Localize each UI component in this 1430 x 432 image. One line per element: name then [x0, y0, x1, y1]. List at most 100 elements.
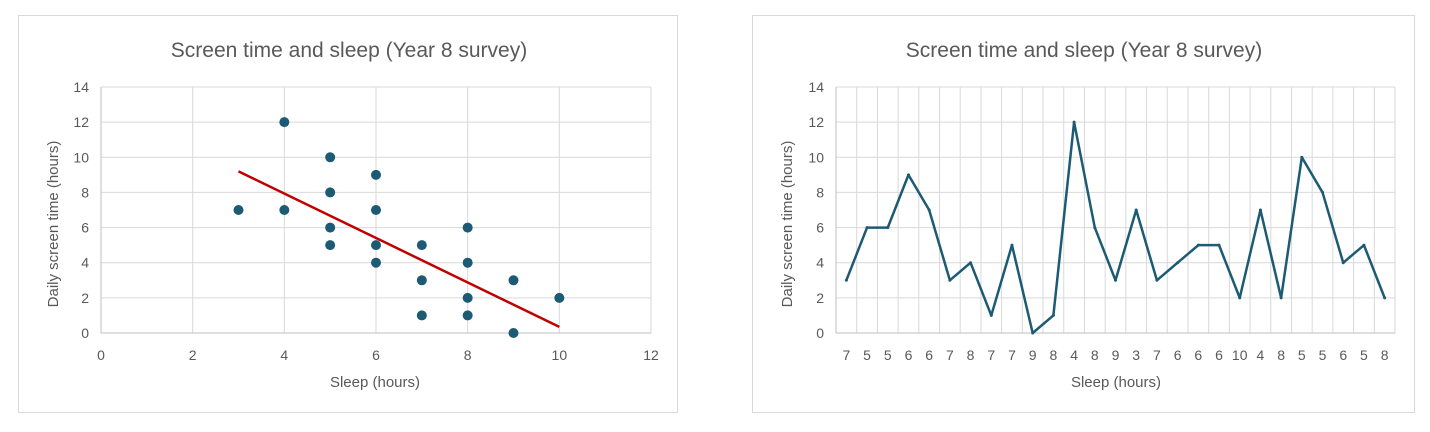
x-tick-label: 6 [372, 347, 380, 363]
x-tick-label: 0 [97, 347, 105, 363]
data-point [462, 257, 473, 268]
y-tick-label: 0 [81, 325, 89, 341]
x-tick-label: 6 [905, 347, 913, 363]
data-point [1072, 120, 1076, 124]
data-point [416, 240, 427, 251]
data-point [1341, 261, 1345, 265]
data-point [906, 173, 910, 177]
x-tick-label: 6 [1215, 347, 1223, 363]
x-tick-label: 4 [280, 347, 288, 363]
data-point [1362, 243, 1366, 247]
x-tick-label: 7 [946, 347, 954, 363]
y-tick-label: 2 [816, 290, 824, 306]
y-tick-label: 12 [73, 114, 89, 130]
data-point [1051, 313, 1055, 317]
data-point [325, 240, 336, 251]
data-point [371, 240, 381, 251]
data-point [371, 257, 381, 268]
data-point [844, 278, 848, 282]
data-point [1093, 226, 1097, 230]
y-tick-label: 10 [73, 149, 89, 165]
x-tick-label: 6 [1174, 347, 1182, 363]
x-tick-label: 5 [1298, 347, 1306, 363]
x-tick-label: 5 [1319, 347, 1327, 363]
data-point [462, 222, 473, 233]
trendline [237, 170, 560, 328]
data-point [1383, 296, 1387, 300]
x-tick-label: 2 [189, 347, 197, 363]
data-point [1300, 155, 1304, 159]
data-point [325, 187, 336, 198]
x-tick-label: 9 [1112, 347, 1120, 363]
data-point [508, 275, 519, 286]
data-point [1176, 261, 1180, 265]
data-point [1010, 243, 1014, 247]
y-axis-title: Daily screen time (hours) [779, 141, 796, 308]
x-axis-title: Sleep (hours) [330, 374, 420, 391]
line-chart: Screen time and sleep (Year 8 survey) Sl… [779, 39, 1396, 391]
data-point [554, 292, 565, 303]
x-tick-label: 12 [643, 347, 659, 363]
y-tick-label: 14 [73, 79, 89, 95]
x-tick-label: 8 [1277, 347, 1285, 363]
data-point [969, 261, 973, 265]
x-tick-label: 4 [1070, 347, 1078, 363]
y-tick-label: 6 [81, 220, 89, 236]
x-tick-label: 6 [1194, 347, 1202, 363]
chart-title: Screen time and sleep (Year 8 survey) [171, 39, 527, 62]
y-tick-label: 4 [816, 255, 824, 271]
data-point [1279, 296, 1283, 300]
x-tick-label: 5 [863, 347, 871, 363]
x-tick-label: 6 [925, 347, 933, 363]
y-tick-label: 2 [81, 290, 89, 306]
x-tick-label: 10 [1232, 347, 1248, 363]
x-tick-label: 9 [1029, 347, 1037, 363]
x-tick-label: 8 [464, 347, 472, 363]
x-tick-label: 8 [967, 347, 975, 363]
data-point [279, 205, 290, 215]
data-point [1321, 190, 1325, 194]
line-chart-panel: Screen time and sleep (Year 8 survey) Sl… [752, 15, 1415, 413]
y-tick-label: 8 [816, 184, 824, 200]
scatter-chart: Screen time and sleep (Year 8 survey) Sl… [45, 39, 659, 391]
y-tick-label: 6 [816, 220, 824, 236]
x-tick-label: 10 [552, 347, 568, 363]
data-point [462, 310, 473, 321]
x-tick-label: 7 [987, 347, 995, 363]
data-point [416, 310, 427, 321]
x-tick-label: 5 [1360, 347, 1368, 363]
y-tick-label: 12 [808, 114, 824, 130]
data-point [233, 205, 244, 215]
x-axis-title: Sleep (hours) [1071, 374, 1161, 391]
y-tick-label: 0 [816, 325, 824, 341]
data-point [1155, 278, 1159, 282]
x-tick-label: 3 [1132, 347, 1140, 363]
data-point [416, 275, 427, 286]
data-point [1258, 208, 1262, 212]
y-tick-label: 4 [81, 255, 89, 271]
x-tick-label: 7 [1008, 347, 1016, 363]
data-point [371, 205, 381, 215]
y-axis-title: Daily screen time (hours) [45, 141, 62, 308]
data-point [279, 117, 290, 128]
data-point [886, 226, 890, 230]
y-tick-label: 8 [81, 184, 89, 200]
data-point [1238, 296, 1242, 300]
data-point [1031, 331, 1035, 335]
data-point [948, 278, 952, 282]
data-point [1196, 243, 1200, 247]
data-point [927, 208, 931, 212]
data-point [462, 292, 473, 303]
data-point [325, 222, 336, 233]
x-tick-label: 8 [1091, 347, 1099, 363]
chart-title: Screen time and sleep (Year 8 survey) [906, 39, 1262, 62]
data-point [1134, 208, 1138, 212]
data-point [1217, 243, 1221, 247]
x-tick-label: 8 [1049, 347, 1057, 363]
data-point [865, 226, 869, 230]
data-point [508, 328, 519, 338]
y-tick-label: 14 [808, 79, 824, 95]
x-tick-label: 7 [842, 347, 850, 363]
x-tick-label: 8 [1381, 347, 1389, 363]
x-tick-label: 4 [1257, 347, 1265, 363]
